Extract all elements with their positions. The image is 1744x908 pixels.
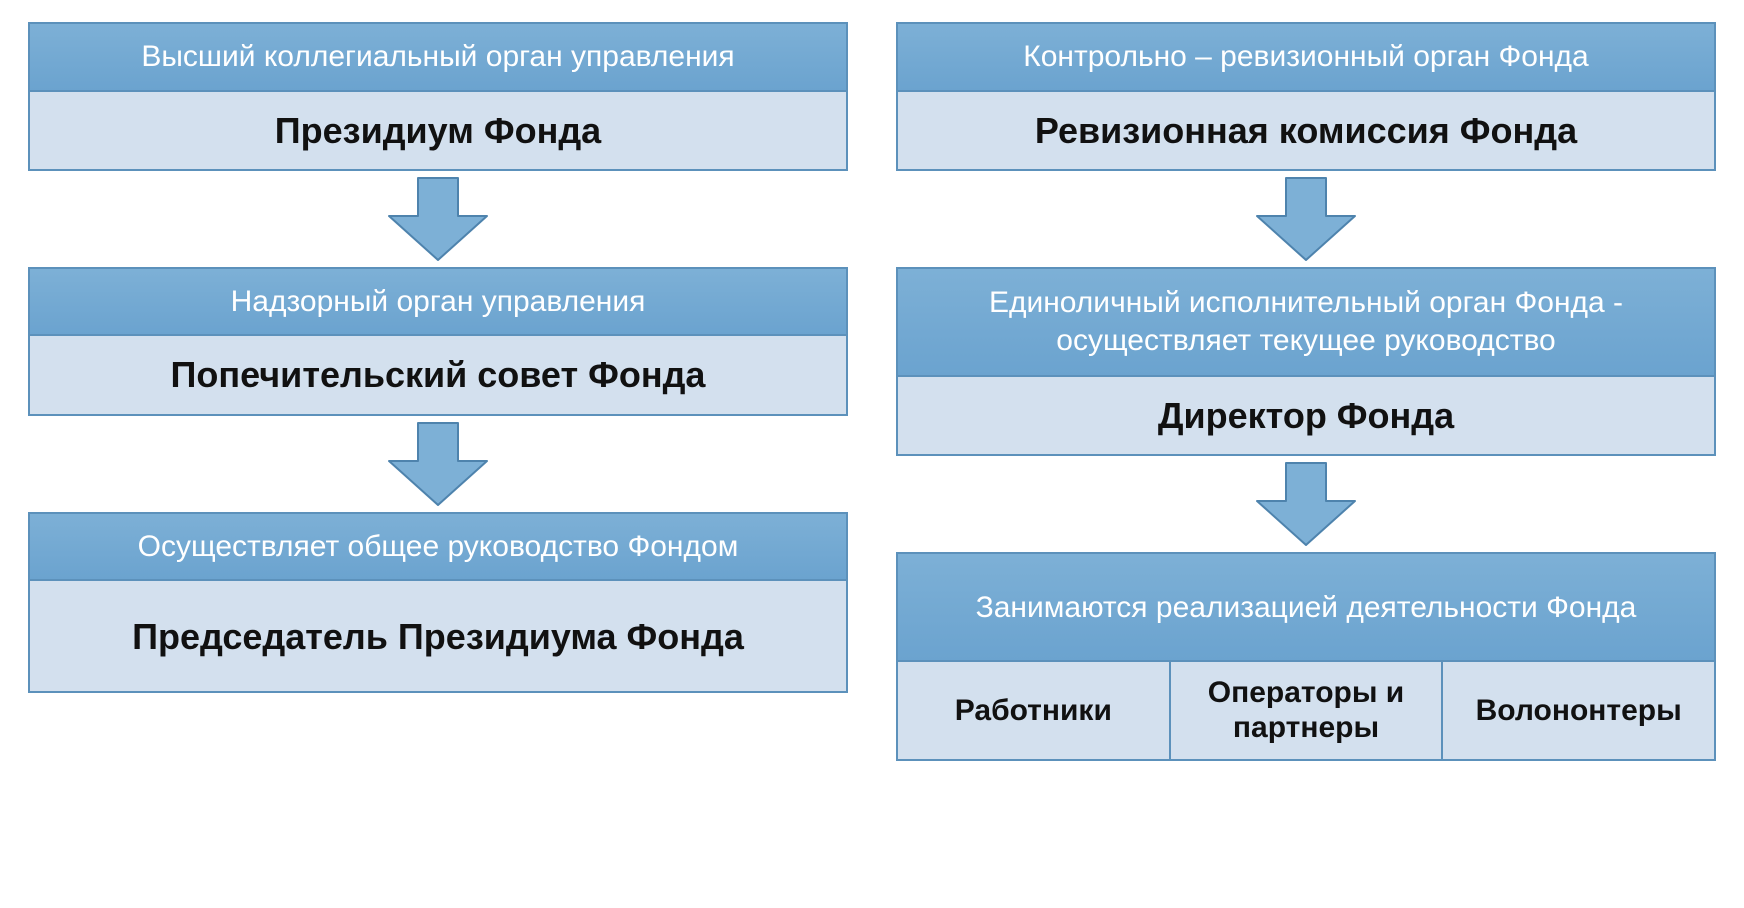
arrow-down-icon <box>896 456 1716 552</box>
box-presidium: Высший коллегиальный орган управления Пр… <box>28 22 848 171</box>
box-header: Занимаются реализацией деятельности Фонд… <box>898 554 1714 662</box>
box-header: Осуществляет общее руководство Фондом <box>30 514 846 582</box>
org-flowchart: Высший коллегиальный орган управления Пр… <box>0 0 1744 908</box>
cell-operators-partners: Операторы и партнеры <box>1169 662 1442 759</box>
arrow-down-icon <box>896 171 1716 267</box>
box-body: Ревизионная комиссия Фонда <box>898 92 1714 169</box>
left-column: Высший коллегиальный орган управления Пр… <box>28 22 848 886</box>
box-header: Единоличный исполнительный орган Фонда -… <box>898 269 1714 377</box>
box-audit-commission: Контрольно – ревизионный орган Фонда Рев… <box>896 22 1716 171</box>
box-body: Председатель Президиума Фонда <box>30 581 846 691</box>
box-director: Единоличный исполнительный орган Фонда -… <box>896 267 1716 456</box>
box-body: Директор Фонда <box>898 377 1714 454</box>
cell-workers: Работники <box>898 662 1169 759</box>
box-body: Президиум Фонда <box>30 92 846 169</box>
right-column: Контрольно – ревизионный орган Фонда Рев… <box>896 22 1716 886</box>
cell-volunteers: Волононтеры <box>1441 662 1714 759</box>
box-board-of-trustees: Надзорный орган управления Попечительски… <box>28 267 848 416</box>
box-header: Надзорный орган управления <box>30 269 846 337</box>
arrow-down-icon <box>28 171 848 267</box>
box-row: Работники Операторы и партнеры Волононте… <box>898 662 1714 759</box>
box-header: Высший коллегиальный орган управления <box>30 24 846 92</box>
arrow-down-icon <box>28 416 848 512</box>
box-chairman: Осуществляет общее руководство Фондом Пр… <box>28 512 848 694</box>
box-body: Попечительский совет Фонда <box>30 336 846 413</box>
box-header: Контрольно – ревизионный орган Фонда <box>898 24 1714 92</box>
box-implementers: Занимаются реализацией деятельности Фонд… <box>896 552 1716 761</box>
